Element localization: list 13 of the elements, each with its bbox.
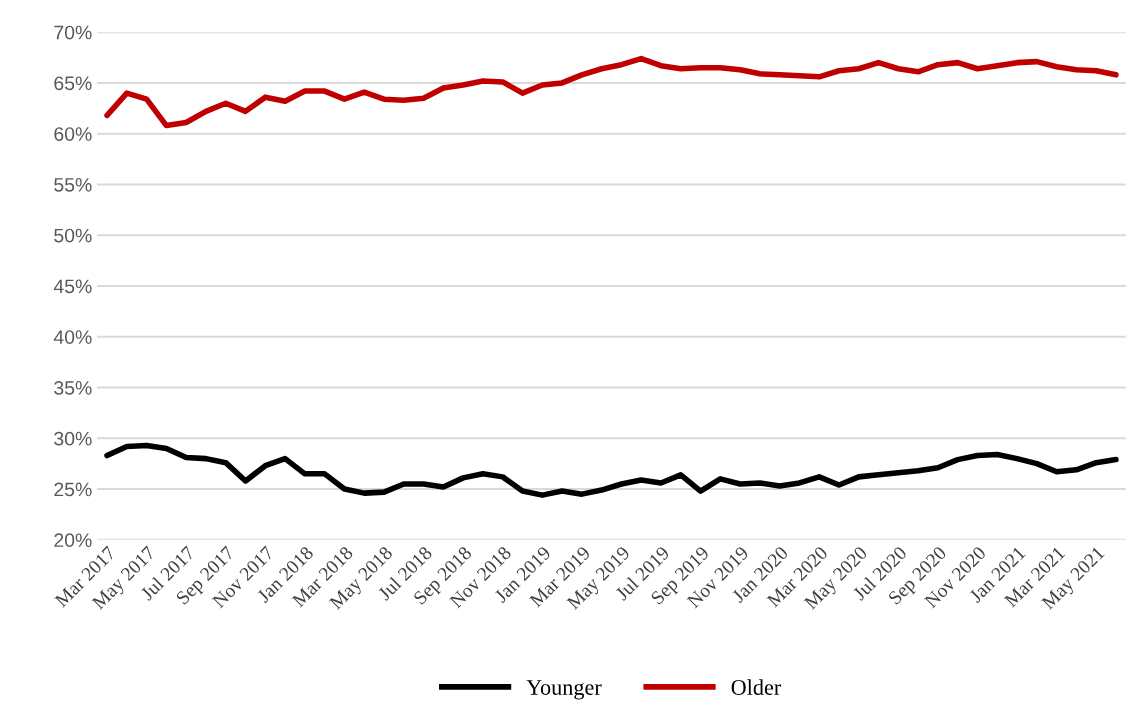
y-tick-label: 60% [54, 127, 92, 141]
y-tick-label: 45% [53, 279, 92, 294]
legend-label: Younger [526, 680, 602, 700]
y-tick-label: 40% [53, 330, 92, 344]
y-tick-label: 35% [54, 381, 92, 395]
y-tick-label: 20% [54, 533, 92, 548]
y-tick-label: 70% [54, 25, 92, 40]
y-tick-label: 30% [54, 431, 92, 446]
y-tick-label: 25% [54, 482, 92, 497]
legend-label: Older [731, 679, 782, 695]
y-tick-label: 55% [54, 178, 92, 192]
y-tick-label: 65% [54, 76, 92, 91]
y-tick-label: 50% [54, 228, 92, 243]
